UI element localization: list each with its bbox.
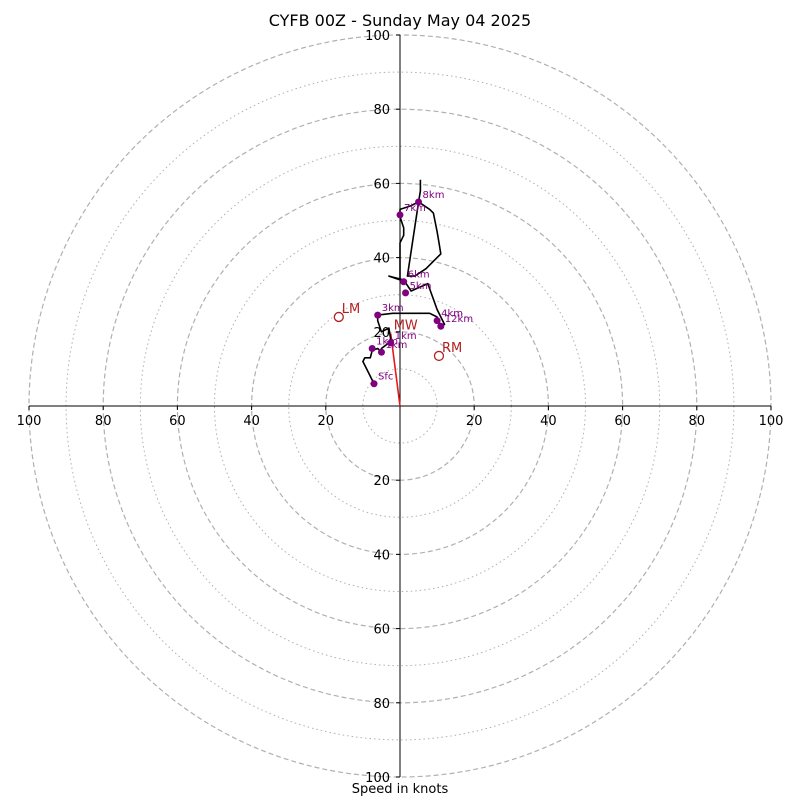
y-tick-label: 60	[373, 623, 390, 638]
x-tick-label: 20	[466, 414, 483, 429]
height-marker	[433, 317, 441, 325]
height-marker-label: 8km	[423, 190, 445, 201]
x-tick-label: 100	[759, 414, 784, 429]
x-tick-label: 80	[95, 414, 112, 429]
tick-labels: 100 80 60 40 20 20 40 60 80 100100806040202040608…	[17, 29, 784, 786]
y-tick-label: 80	[373, 103, 390, 118]
y-tick-label: 40	[373, 252, 390, 267]
height-marker-label: 5km	[410, 281, 432, 292]
height-marker	[374, 311, 382, 319]
height-marker	[437, 322, 445, 330]
storm-motion-label-lm: LM	[342, 302, 360, 317]
height-marker-label: 12km	[445, 314, 473, 325]
height-marker-label: Sfc	[378, 372, 393, 383]
height-marker	[396, 211, 404, 219]
storm-motion-marker-lm	[333, 311, 344, 323]
storm-motion-label-mw: MW	[394, 319, 418, 334]
y-tick-label: 60	[373, 177, 390, 192]
chart-title: CYFB 00Z - Sunday May 04 2025	[268, 11, 532, 30]
x-tick-label: 80	[689, 414, 706, 429]
height-marker	[402, 289, 410, 297]
height-marker-label: 7km	[404, 203, 426, 214]
height-marker	[387, 339, 395, 347]
height-marker-label: 1km	[376, 336, 398, 347]
storm-motion-label-rm: RM	[442, 341, 462, 356]
height-marker-label: 1km	[395, 331, 417, 342]
y-tick-label: 100	[365, 29, 390, 44]
y-tick-label: 80	[373, 697, 390, 712]
storm-motion-markers: LM RM MW	[333, 302, 462, 362]
x-tick-label: 40	[243, 414, 260, 429]
x-tick-label: 20	[318, 414, 335, 429]
y-tick-label: 40	[373, 548, 390, 563]
storm-motion-marker-rm	[433, 350, 445, 362]
height-marker-label: 6km	[408, 270, 430, 281]
height-marker	[368, 344, 376, 352]
height-marker	[377, 348, 385, 356]
height-marker	[370, 380, 378, 388]
height-marker-label: 3km	[382, 303, 404, 314]
x-axis-label: Speed in knots	[351, 782, 449, 797]
height-marker-label: 1km	[385, 340, 407, 351]
x-tick-label: 60	[614, 414, 631, 429]
y-tick-label: 100	[365, 771, 390, 786]
x-tick-label: 40	[540, 414, 557, 429]
x-tick-label: 100	[17, 414, 42, 429]
height-marker-label: 4km	[441, 309, 463, 320]
y-tick-label: 20	[373, 474, 390, 489]
height-marker	[400, 278, 408, 286]
height-marker	[415, 198, 423, 206]
x-tick-label: 60	[169, 414, 186, 429]
